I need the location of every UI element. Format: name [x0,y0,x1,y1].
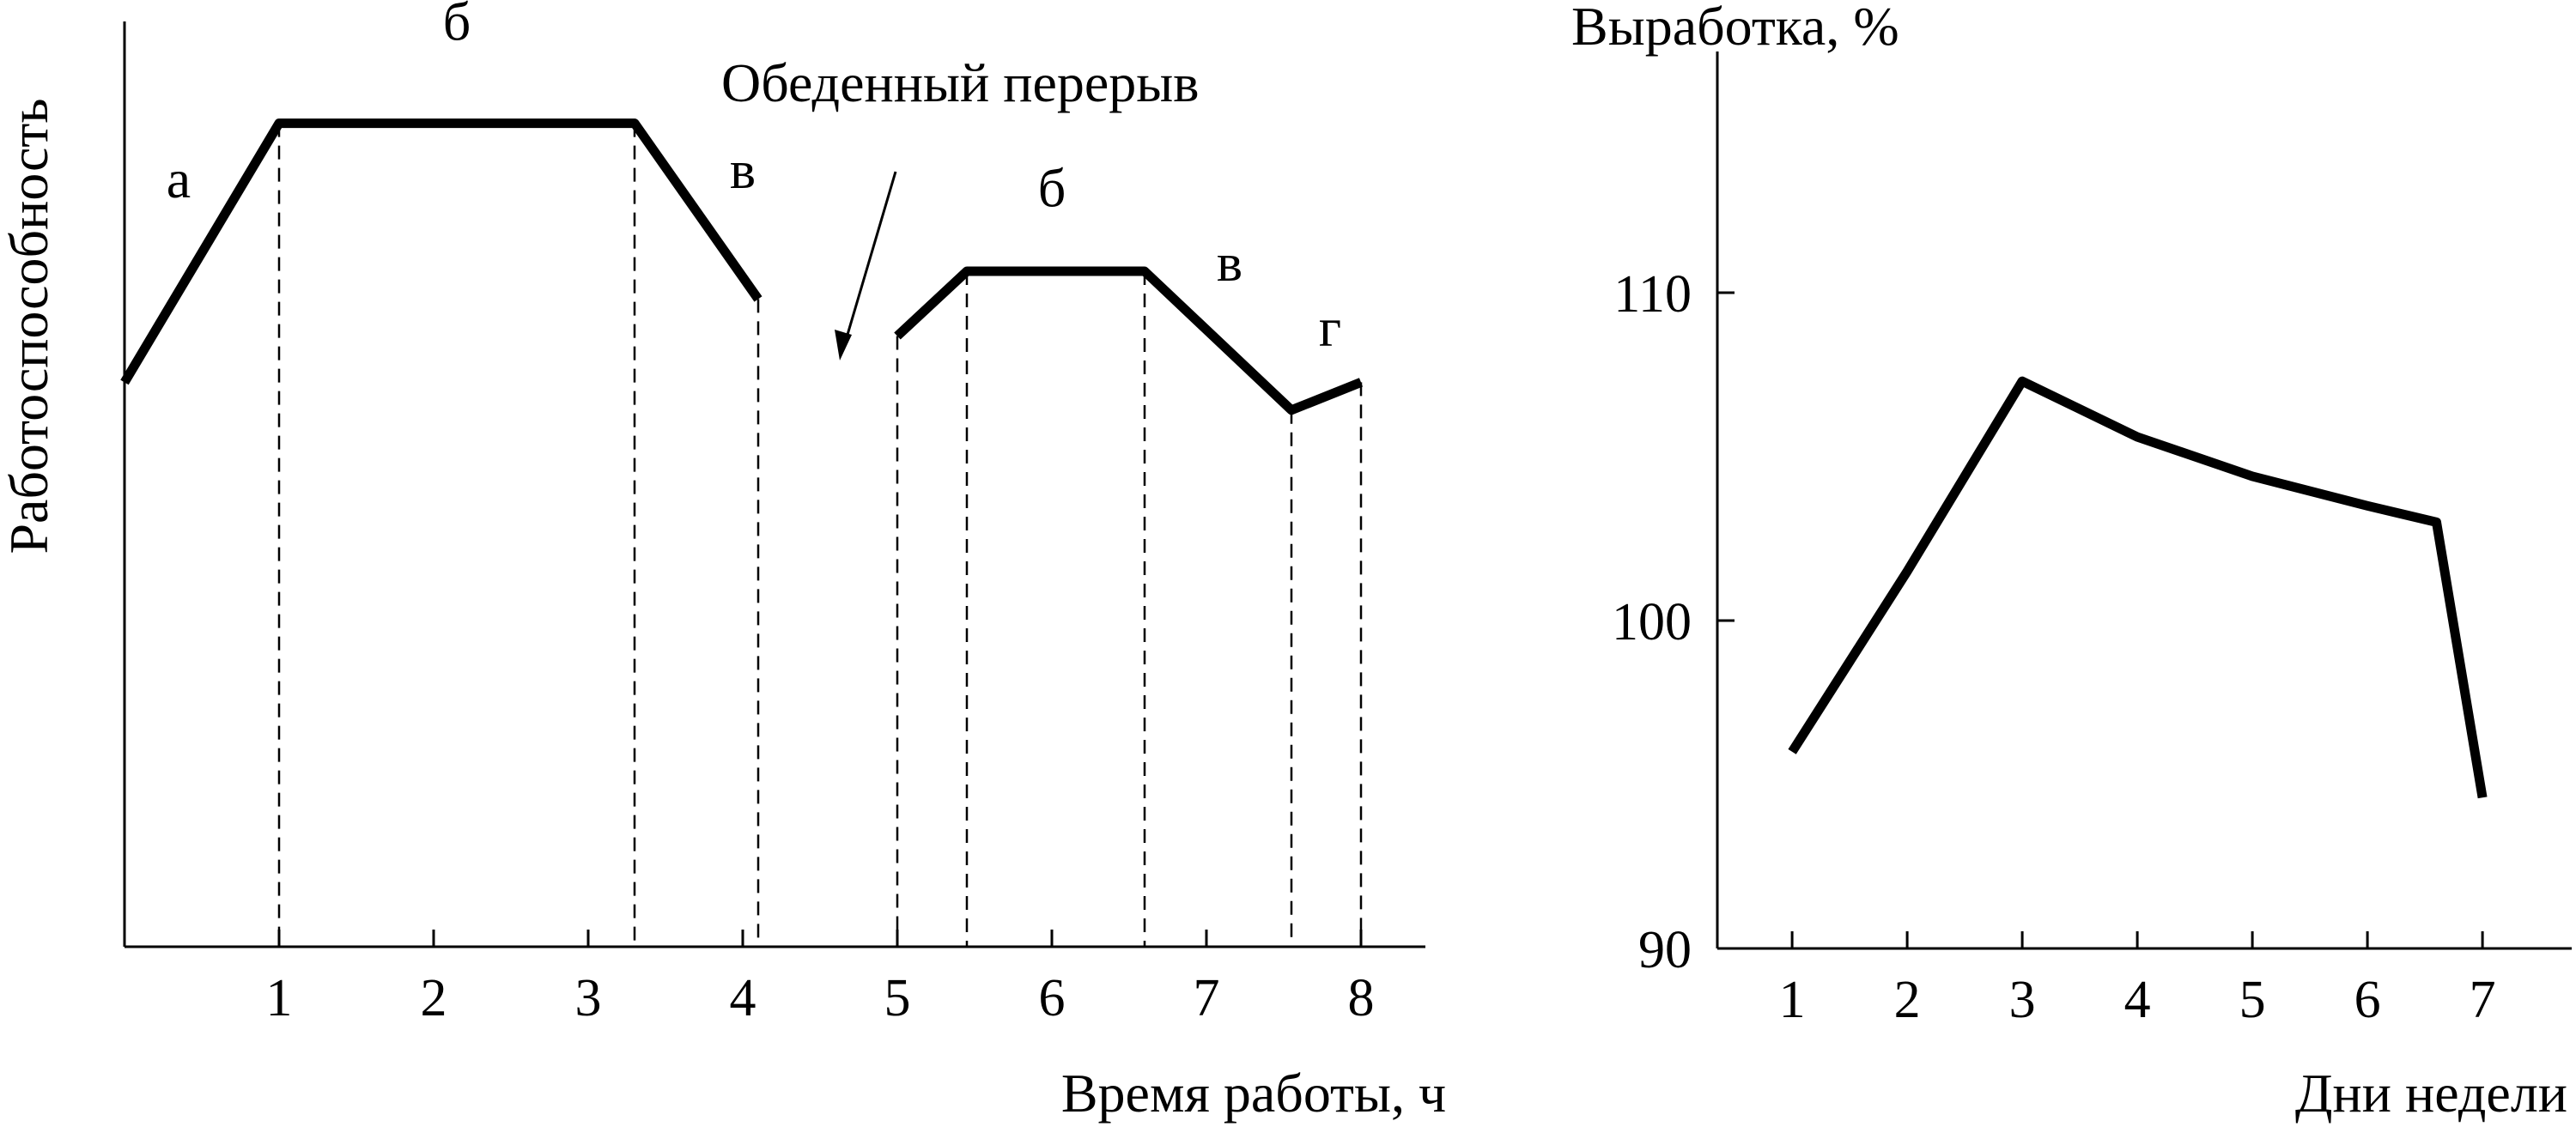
phase-label: в [1217,232,1242,293]
right-x-axis-label: Дни недели [2295,1063,2567,1124]
lunch-break-arrowhead [835,330,852,360]
right-x-tick-label: 4 [2124,971,2151,1029]
left-x-tick-label: 7 [1194,969,1220,1027]
left-x-tick-label: 3 [575,969,602,1027]
right-chart-title: Выработка, % [1571,0,1899,57]
left-x-axis-label: Время работы, ч [1061,1063,1446,1124]
right-y-tick-label: 100 [1612,593,1692,651]
left-x-tick-label: 5 [884,969,911,1027]
lunch-break-annotation: Обеденный перерыв [721,52,1200,113]
right-x-tick-label: 6 [2354,971,2381,1029]
phase-label: а [167,148,191,209]
left-x-tick-label: 2 [421,969,447,1027]
right-x-tick-label: 7 [2470,971,2496,1029]
phase-label: б [443,0,471,52]
left-series-2-line [894,266,1364,415]
phase-label: б [1038,158,1066,219]
left-series-1-line [120,118,762,385]
phase-label: в [730,139,756,200]
right-y-tick-label: 110 [1613,265,1692,324]
left-x-tick-label: 4 [730,969,756,1027]
left-x-tick-label: 1 [266,969,293,1027]
right-x-tick-label: 3 [2009,971,2036,1029]
left-y-axis-label: Работоспособность [0,98,59,554]
right-series-line [1788,376,2488,799]
right-x-tick-label: 1 [1779,971,1806,1029]
right-y-tick-label: 90 [1638,921,1692,979]
right-x-tick-label: 2 [1894,971,1921,1029]
right-x-tick-label: 5 [2239,971,2266,1029]
lunch-break-arrow [843,171,897,344]
phase-label: г [1319,296,1341,357]
left-x-tick-label: 6 [1039,969,1066,1027]
left-x-tick-label: 8 [1348,969,1375,1027]
